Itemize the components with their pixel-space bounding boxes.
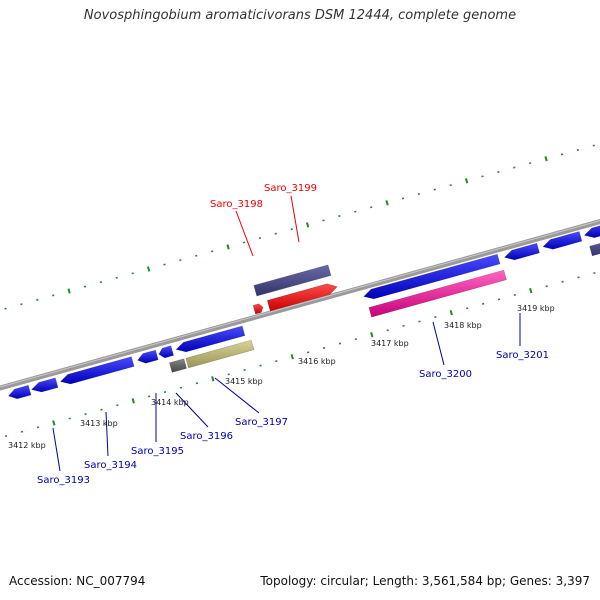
gene-arrow — [31, 377, 59, 393]
gene-leader-line — [235, 210, 254, 257]
gene-arrow — [169, 358, 187, 373]
lower-tick-row — [4, 271, 596, 438]
gene-arrow — [253, 264, 332, 297]
gene-label-saro-3201: Saro_3201 — [496, 350, 549, 361]
major-tick — [211, 376, 215, 382]
major-tick — [385, 200, 389, 206]
major-tick — [226, 244, 230, 250]
gene-label-saro-3200: Saro_3200 — [419, 369, 472, 380]
gene-label-saro-3198: Saro_3198 — [210, 199, 263, 210]
major-tick — [370, 332, 374, 338]
gene-leader-line — [105, 411, 109, 457]
gene-label-saro-3195: Saro_3195 — [131, 446, 184, 457]
gene-arrow — [542, 231, 583, 250]
tick-label: 3413 kbp — [80, 419, 118, 428]
gene-arrow — [59, 356, 135, 385]
major-tick — [529, 287, 533, 294]
major-tick — [305, 222, 310, 228]
gene-arrow — [158, 345, 174, 359]
major-tick — [67, 288, 71, 294]
major-tick — [52, 420, 56, 426]
gene-arrow — [252, 303, 264, 315]
gene-arrow — [363, 253, 501, 300]
tick-label: 3417 kbp — [371, 339, 409, 348]
tick-label: 3412 kbp — [8, 441, 46, 450]
genome-backbone-highlight — [0, 220, 600, 388]
gene-label-saro-3193: Saro_3193 — [37, 475, 90, 486]
page-title: Novosphingobium aromaticivorans DSM 1244… — [83, 8, 517, 23]
gene-label-saro-3197: Saro_3197 — [235, 417, 288, 428]
gene-label-saro-3199: Saro_3199 — [264, 183, 317, 194]
gene-leader-line — [175, 392, 209, 428]
gene-leader-line — [52, 427, 61, 472]
gene-leader-line — [290, 195, 300, 243]
gene-arrow — [137, 349, 159, 364]
gene-arrow — [583, 225, 600, 239]
accession-text: Accession: NC_007794 — [9, 574, 146, 588]
gene-leader-line — [214, 377, 260, 414]
genome-summary: Topology: circular; Length: 3,561,584 bp… — [260, 574, 590, 588]
genome-backbone — [0, 219, 600, 391]
gene-label-saro-3196: Saro_3196 — [180, 431, 233, 442]
major-tick — [131, 398, 135, 404]
gene-arrow — [185, 339, 255, 369]
major-tick — [146, 266, 151, 272]
tick-label: 3414 kbp — [151, 398, 189, 407]
gene-arrow — [589, 243, 600, 257]
tick-label: 3415 kbp — [225, 377, 263, 386]
gene-arrow — [266, 283, 338, 312]
gene-arrow — [503, 242, 540, 261]
gene-arrow — [175, 325, 246, 353]
gene-leader-line — [432, 321, 445, 366]
upper-tick-row — [4, 144, 595, 310]
major-tick — [290, 354, 294, 360]
tick-label: 3416 kbp — [298, 357, 336, 366]
tick-label: 3418 kbp — [444, 321, 482, 330]
tick-label: 3419 kbp — [517, 304, 555, 313]
gene-label-saro-3194: Saro_3194 — [84, 460, 137, 471]
major-tick — [464, 178, 469, 184]
major-tick — [449, 309, 453, 316]
major-tick — [544, 156, 548, 162]
gene-arrow — [368, 269, 507, 318]
gene-arrow — [7, 384, 32, 400]
